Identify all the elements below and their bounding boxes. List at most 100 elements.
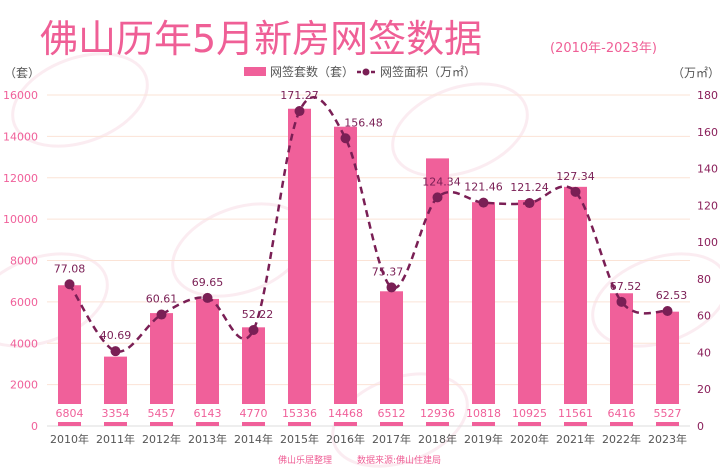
gridlines <box>47 94 690 427</box>
y-left-tick-label: 6000 <box>10 296 38 309</box>
bar <box>426 158 449 426</box>
legend-bar-swatch <box>244 67 266 76</box>
line-point <box>478 197 489 208</box>
line-value-label: 124.34 <box>422 175 461 188</box>
y-right-tick-label: 120 <box>697 199 718 212</box>
y-right-tick-label: 60 <box>697 310 711 323</box>
bar <box>656 311 679 426</box>
y-left-unit: （套） <box>4 66 40 80</box>
line-point <box>110 346 121 357</box>
line-value-label: 121.46 <box>464 181 503 194</box>
legend-line-marker <box>362 68 370 76</box>
bar <box>334 126 357 427</box>
x-tick-label: 2020年 <box>510 432 549 446</box>
bar-value-label: 6416 <box>608 407 636 420</box>
bar-value-label: 15336 <box>282 407 317 420</box>
line-value-label: 60.61 <box>146 293 178 306</box>
bar <box>518 199 541 426</box>
legend: 网签套数（套） 网签面积（万㎡） <box>244 64 476 79</box>
y-axis-left: 0 2000 4000 6000 8000 10000 12000 14000 16000 <box>3 89 38 433</box>
y-left-tick-label: 0 <box>31 420 38 433</box>
x-tick-label: 2016年 <box>326 432 365 446</box>
y-axis-right: 0 20 40 60 80 100 120 140 160 180 <box>697 89 718 433</box>
chart-subtitle: (2010年-2023年) <box>550 41 657 56</box>
x-tick-label: 2021年 <box>556 432 595 446</box>
legend-line-label: 网签面积（万㎡） <box>380 64 476 79</box>
x-tick-label: 2012年 <box>142 432 181 446</box>
bar-value-label: 11561 <box>558 407 593 420</box>
y-right-tick-label: 0 <box>697 420 704 433</box>
line-point <box>386 282 397 293</box>
bar-label-strip <box>149 404 174 422</box>
line-point <box>294 106 305 117</box>
bar-label-strip <box>287 404 312 422</box>
y-left-tick-label: 16000 <box>3 89 38 102</box>
bar <box>58 285 81 426</box>
bar-value-label: 10925 <box>512 407 547 420</box>
x-tick-label: 2010年 <box>50 432 89 446</box>
line-point <box>432 192 443 203</box>
y-right-tick-label: 80 <box>697 273 711 286</box>
line-point <box>64 279 75 290</box>
bar-value-label: 12936 <box>420 407 455 420</box>
chart-title: 佛山历年5月新房网签数据 <box>40 17 482 61</box>
bar-label-strip <box>517 404 542 422</box>
y-right-tick-label: 40 <box>697 346 711 359</box>
bar-label-strip <box>563 404 588 422</box>
line-point <box>202 292 213 303</box>
bar-label-strip <box>333 404 358 422</box>
bar-value-label: 6512 <box>378 407 406 420</box>
y-left-tick-label: 8000 <box>10 255 38 268</box>
bar <box>564 186 587 426</box>
x-tick-label: 2022年 <box>602 432 641 446</box>
line-value-label: 121.24 <box>510 181 549 194</box>
line-value-label: 67.52 <box>610 280 642 293</box>
y-left-tick-label: 2000 <box>10 379 38 392</box>
y-left-tick-label: 12000 <box>3 172 38 185</box>
line-value-label: 77.08 <box>54 262 86 275</box>
bar <box>610 293 633 426</box>
bar <box>380 291 403 426</box>
line-value-label: 171.27 <box>280 89 319 102</box>
line-series: 77.08 40.69 60.61 69.65 52.22 171.27 156.48 75.… <box>54 89 688 357</box>
bar-value-label: 6143 <box>194 407 222 420</box>
line-value-label: 62.53 <box>656 289 688 302</box>
bar-value-label: 3354 <box>102 407 130 420</box>
line-point <box>662 306 673 317</box>
y-left-tick-label: 4000 <box>10 337 38 350</box>
bar-label-strip <box>241 404 266 422</box>
bar <box>288 108 311 426</box>
bar-value-label: 5527 <box>654 407 682 420</box>
bar <box>150 313 173 426</box>
bar <box>242 327 265 426</box>
bar-label-strip <box>471 404 496 422</box>
bar <box>472 202 495 426</box>
x-tick-label: 2015年 <box>280 432 319 446</box>
y-right-tick-label: 20 <box>697 383 711 396</box>
y-right-tick-label: 140 <box>697 163 718 176</box>
y-left-tick-label: 10000 <box>3 213 38 226</box>
line-point <box>156 309 167 320</box>
bar-value-label: 14468 <box>328 407 363 420</box>
y-right-tick-label: 180 <box>697 89 718 102</box>
footer-source: 数据来源:佛山住建局 <box>357 454 441 466</box>
line-value-label: 127.34 <box>556 170 595 183</box>
x-tick-label: 2014年 <box>234 432 273 446</box>
bar-value-label: 5457 <box>148 407 176 420</box>
bar-label-strip <box>609 404 634 422</box>
line-point <box>248 324 259 335</box>
bar-label-strip <box>195 404 220 422</box>
bar-label-strip <box>655 404 680 422</box>
line-value-label: 52.22 <box>242 308 274 321</box>
line-value-label: 75.37 <box>372 265 404 278</box>
legend-bar-label: 网签套数（套） <box>270 64 354 79</box>
y-right-unit: （万㎡） <box>672 66 720 80</box>
x-tick-label: 2018年 <box>418 432 457 446</box>
x-tick-label: 2023年 <box>648 432 687 446</box>
bar-value-label: 10818 <box>466 407 501 420</box>
y-left-tick-label: 14000 <box>3 130 38 143</box>
bar-value-label: 4770 <box>240 407 268 420</box>
x-tick-label: 2011年 <box>96 432 135 446</box>
footer-credit: 佛山乐居整理 <box>278 454 332 466</box>
